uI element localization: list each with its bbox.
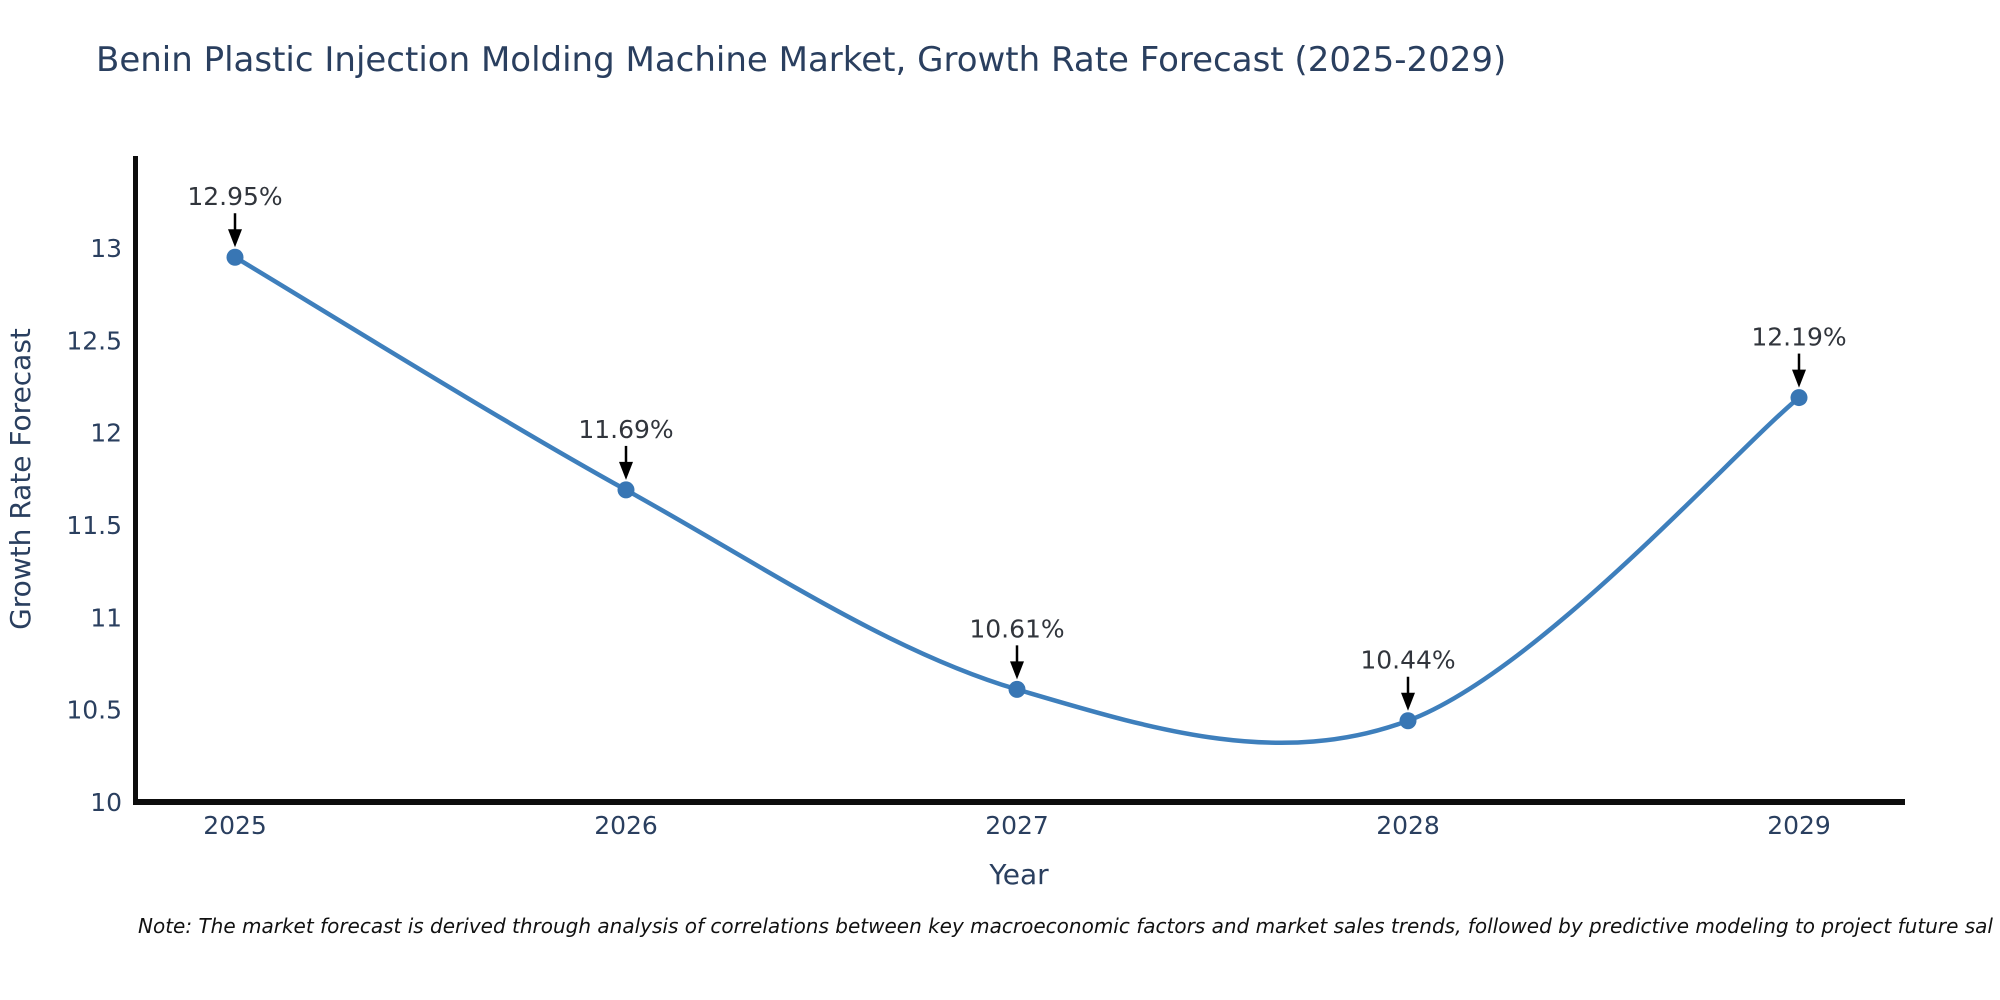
x-tick-label: 2029 xyxy=(1767,811,1831,840)
data-point-marker xyxy=(226,248,244,266)
annotation-label: 10.61% xyxy=(969,614,1064,643)
x-tick-label: 2027 xyxy=(985,811,1049,840)
annotation-arrow-head xyxy=(1010,661,1024,680)
x-tick-label: 2028 xyxy=(1376,811,1440,840)
y-axis-title: Growth Rate Forecast xyxy=(4,328,37,630)
y-tick-label: 12 xyxy=(90,419,122,448)
y-tick-label: 11.5 xyxy=(66,511,122,540)
y-tick-label: 10 xyxy=(90,788,122,817)
footnote: Note: The market forecast is derived thr… xyxy=(138,914,1993,938)
data-point-marker xyxy=(617,481,635,499)
annotation-label: 12.95% xyxy=(187,182,282,211)
data-point-marker xyxy=(1008,680,1026,698)
y-tick-label: 11 xyxy=(90,603,122,632)
x-axis-title: Year xyxy=(988,858,1049,891)
data-point-marker xyxy=(1399,712,1417,730)
y-tick-label: 13 xyxy=(90,234,122,263)
x-tick-label: 2026 xyxy=(594,811,658,840)
annotation-arrow-head xyxy=(228,229,242,248)
annotation-arrow-head xyxy=(1792,369,1806,388)
chart-title: Benin Plastic Injection Molding Machine … xyxy=(96,40,1507,80)
annotation-label: 12.19% xyxy=(1751,323,1846,352)
data-point-marker xyxy=(1790,389,1808,407)
x-tick-label: 2025 xyxy=(203,811,267,840)
annotation-label: 11.69% xyxy=(578,415,673,444)
annotation-arrow-head xyxy=(1401,692,1415,711)
annotation-label: 10.44% xyxy=(1360,646,1455,675)
y-tick-label: 10.5 xyxy=(66,696,122,725)
y-tick-label: 12.5 xyxy=(66,326,122,355)
annotation-arrow-head xyxy=(619,461,633,480)
